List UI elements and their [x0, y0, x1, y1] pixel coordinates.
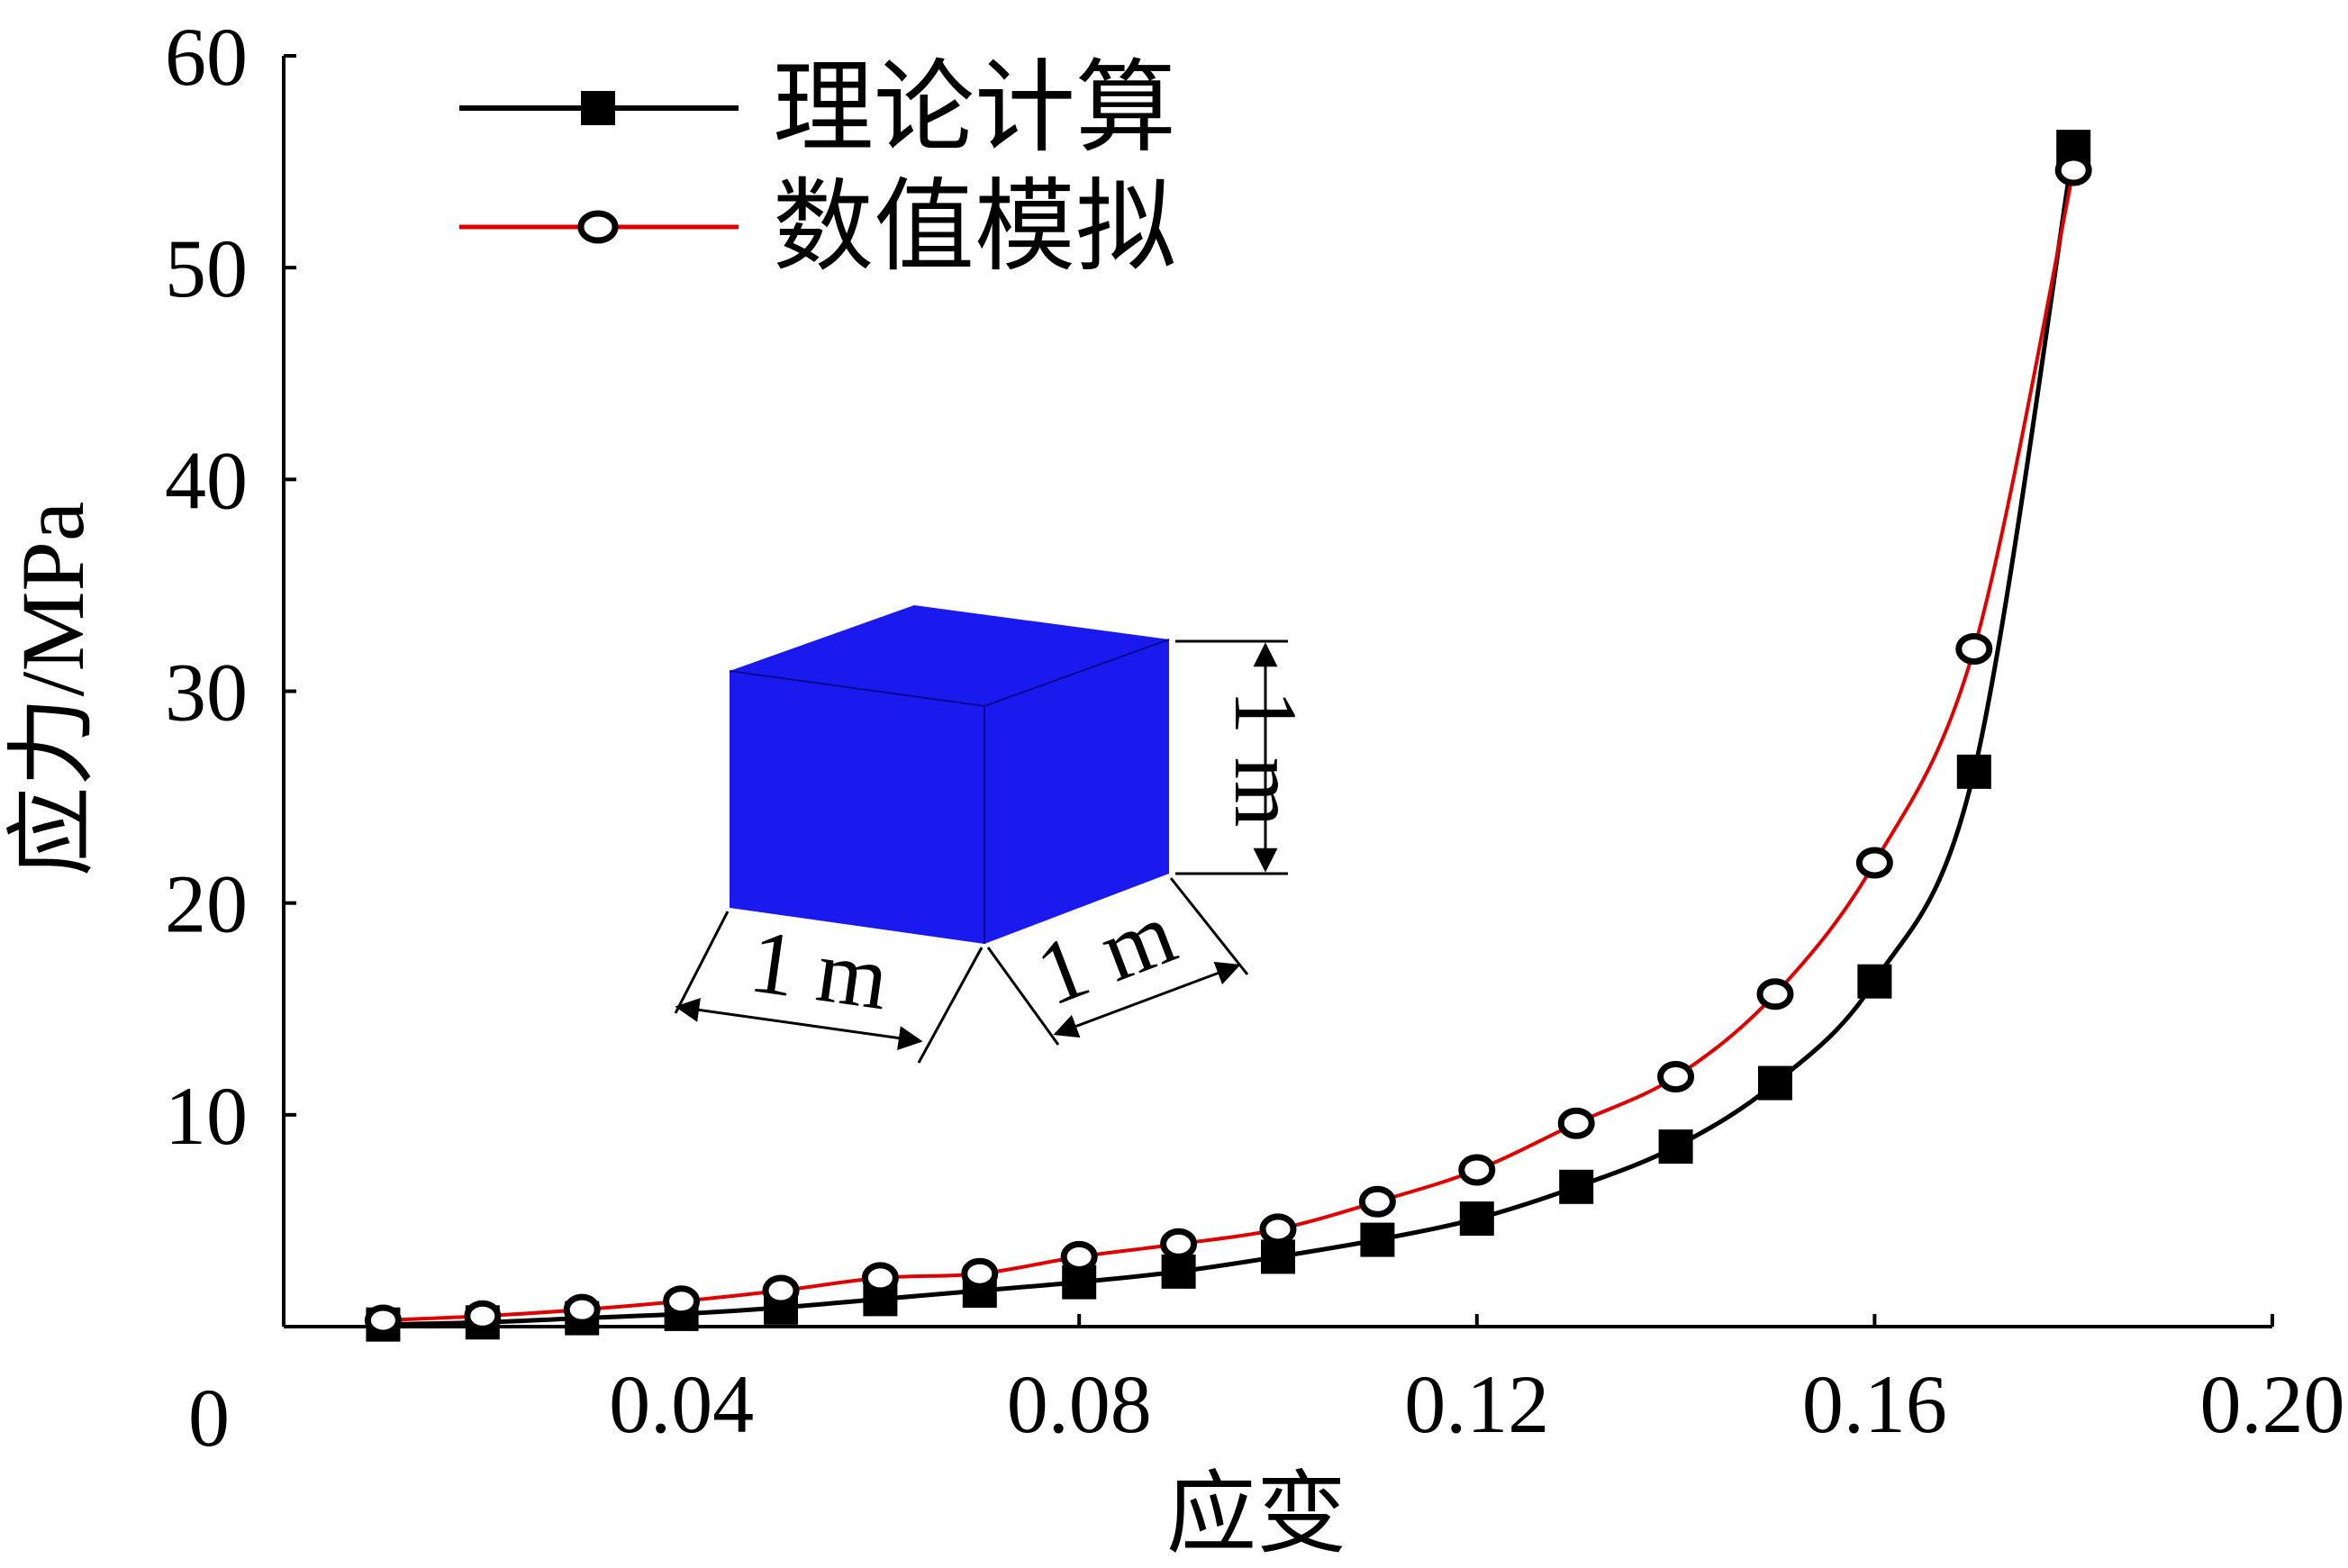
dim-extension-line: [917, 947, 984, 1064]
theory-point: [1956, 754, 1991, 789]
legend-item-simulation: 数值模拟: [459, 172, 1176, 284]
simulation-point: [1855, 847, 1893, 879]
cube-edge: [729, 670, 985, 707]
simulation-point: [1955, 632, 1993, 665]
simulation-point: [364, 1304, 402, 1337]
theory-point: [1360, 1222, 1395, 1257]
simulation-point: [1756, 978, 1794, 1011]
x-tick-label: 0.04: [609, 1358, 754, 1450]
theory-point: [1261, 1239, 1295, 1274]
simulation-point: [1657, 1061, 1695, 1093]
simulation-point: [1160, 1228, 1198, 1260]
front-width-dimension-label: 1 m: [744, 911, 894, 1029]
simulation-point: [1358, 1185, 1396, 1218]
x-tick-label: 0.08: [1007, 1358, 1152, 1450]
simulation-point: [1557, 1107, 1595, 1139]
legend-label-simulation: 数值模拟: [773, 172, 1176, 284]
simulation-point: [663, 1285, 701, 1318]
dim-extension-line: [1169, 877, 1249, 975]
legend-marker-theory: [581, 91, 615, 125]
y-axis-title: 应力/MPa: [3, 502, 103, 877]
theory-point: [1758, 1065, 1792, 1101]
front-width-dimension-arrow: [675, 998, 923, 1050]
series-layer: [364, 130, 2092, 1342]
simulation-point: [464, 1300, 502, 1332]
y-tick-label: 50: [165, 222, 248, 314]
y-tick-label: 20: [165, 858, 248, 950]
cube-right-face: [984, 639, 1169, 944]
simulation-point: [861, 1262, 899, 1294]
cube-top-face: [730, 605, 1169, 706]
height-dimension-label: 1 m: [1216, 690, 1316, 828]
legend-marker-simulation: [577, 210, 619, 244]
x-tick-label: 0.20: [2200, 1358, 2345, 1450]
theory-point: [1161, 1254, 1196, 1289]
y-tick-label: 10: [165, 1070, 248, 1162]
dim-extension-line: [986, 947, 1060, 1046]
y-ticks: 10 20 30 40 50 60: [165, 11, 296, 1162]
theory-point: [1559, 1169, 1594, 1204]
cube-inset: 1 m 1 m 1 m: [674, 605, 1316, 1064]
x-tick-label: 0.12: [1404, 1358, 1549, 1450]
simulation-point: [563, 1293, 601, 1326]
legend-label-theory: 理论计算: [773, 53, 1176, 165]
y-tick-label: 60: [165, 11, 248, 103]
y-tick-label: 40: [165, 434, 248, 526]
legend-item-theory: 理论计算: [459, 53, 1176, 165]
theory-point: [1459, 1201, 1494, 1237]
x-axis-title: 应变: [1166, 1464, 1346, 1564]
simulation-point: [1259, 1213, 1297, 1246]
simulation-point: [1060, 1240, 1098, 1273]
y-tick-label: 30: [165, 647, 248, 739]
simulation-point: [762, 1274, 800, 1307]
cube-edge: [984, 639, 1170, 707]
theory-point: [1658, 1129, 1693, 1165]
simulation-point: [2054, 154, 2092, 186]
x-tick-label: 0.16: [1802, 1358, 1947, 1450]
simulation-point: [1458, 1154, 1496, 1186]
legend: 理论计算 数值模拟: [459, 53, 1176, 284]
side-depth-dimension-arrow: [1053, 961, 1241, 1038]
dim-extension-line: [674, 911, 730, 1014]
cube-front-face: [730, 671, 984, 944]
origin-label: 0: [188, 1372, 230, 1464]
simulation-point: [961, 1257, 999, 1290]
theory-point: [1857, 964, 1892, 999]
x-ticks: 0.04 0.08 0.12 0.16 0.20: [609, 1314, 2345, 1450]
